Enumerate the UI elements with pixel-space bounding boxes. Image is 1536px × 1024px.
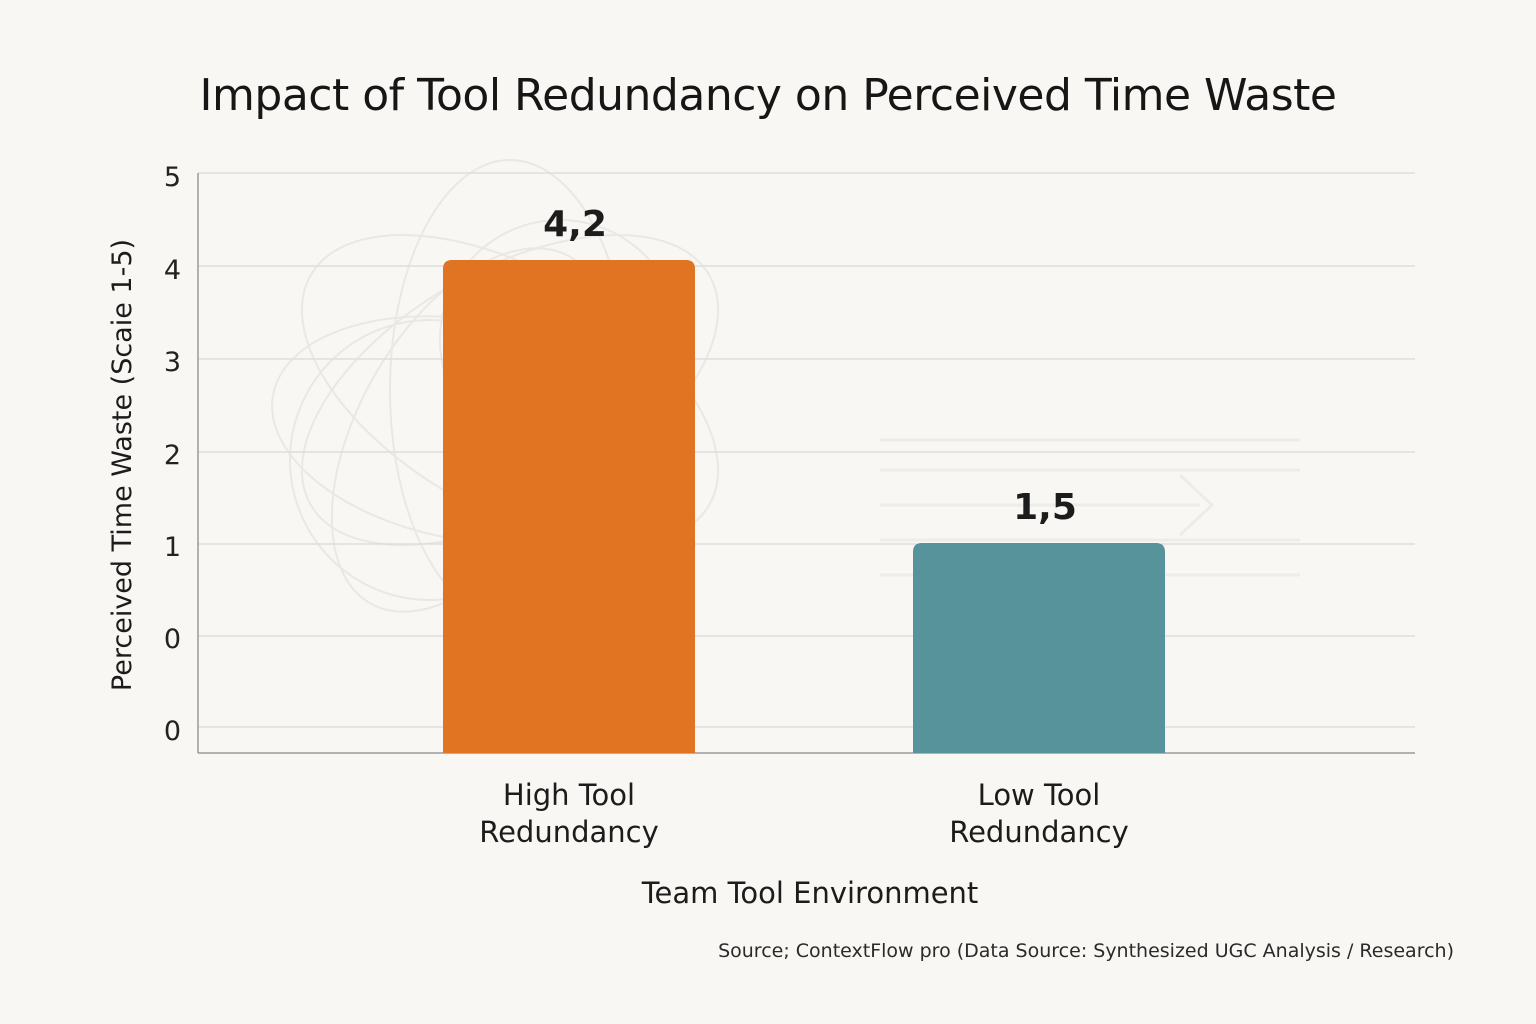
chart-title: Impact of Tool Redundancy on Perceived T…: [199, 70, 1337, 121]
category-label-line: High Tool: [503, 778, 635, 812]
data-label: 4,2: [543, 204, 607, 245]
y-tick-label: 4: [164, 255, 181, 286]
axes: [197, 173, 1415, 754]
bar: [443, 260, 695, 753]
data-labels: 4,2 1,5: [543, 204, 1077, 528]
category-label-line: Low Tool: [978, 778, 1101, 812]
category-label: Low Tool Redundancy: [949, 778, 1129, 849]
data-label: 1,5: [1013, 487, 1077, 528]
y-tick-label: 0: [164, 624, 181, 655]
category-label: High Tool Redundancy: [479, 778, 659, 849]
y-tick-label: 0: [164, 716, 181, 747]
y-tick-label: 1: [164, 532, 181, 563]
y-tick-label: 3: [164, 347, 181, 378]
category-label-line: Redundancy: [949, 815, 1129, 849]
gridlines: [198, 172, 1415, 728]
y-tick-label: 5: [164, 162, 181, 193]
x-axis-title: Team Tool Environment: [641, 876, 979, 910]
y-tick-label: 2: [164, 440, 181, 471]
category-label-line: Redundancy: [479, 815, 659, 849]
y-tick-labels: 5 4 3 2 1 0 0: [164, 162, 181, 747]
y-axis-title: Perceived Time Waste (Scaie 1-5): [107, 239, 138, 691]
bar: [913, 543, 1165, 753]
source-note: Source; ContextFlow pro (Data Source: Sy…: [718, 940, 1454, 962]
bars: [443, 260, 1165, 753]
